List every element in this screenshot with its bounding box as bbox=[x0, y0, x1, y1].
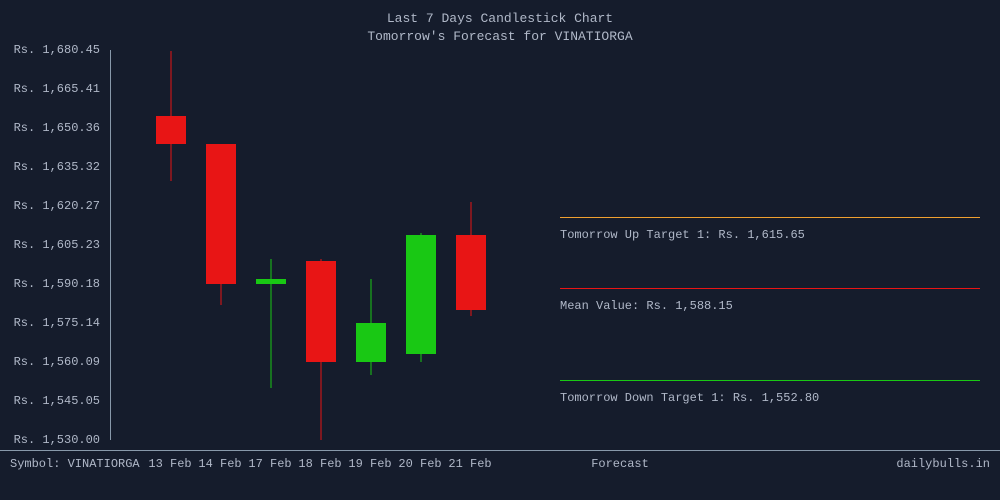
title-line-2: Tomorrow's Forecast for VINATIORGA bbox=[0, 28, 1000, 46]
y-tick-label: Rs. 1,590.18 bbox=[14, 277, 100, 291]
x-tick-label: 18 Feb bbox=[298, 457, 341, 471]
watermark: dailybulls.in bbox=[896, 457, 990, 471]
y-tick-label: Rs. 1,665.41 bbox=[14, 82, 100, 96]
y-tick-label: Rs. 1,545.05 bbox=[14, 394, 100, 408]
candle-body bbox=[456, 235, 486, 310]
candle bbox=[156, 50, 186, 440]
x-tick-label: 14 Feb bbox=[198, 457, 241, 471]
y-tick-label: Rs. 1,575.14 bbox=[14, 316, 100, 330]
title-line-1: Last 7 Days Candlestick Chart bbox=[0, 10, 1000, 28]
forecast-mean: Mean Value: Rs. 1,588.15 bbox=[560, 288, 980, 313]
x-tick-label: 17 Feb bbox=[248, 457, 291, 471]
forecast-down: Tomorrow Down Target 1: Rs. 1,552.80 bbox=[560, 380, 980, 405]
y-tick-label: Rs. 1,605.23 bbox=[14, 238, 100, 252]
candlestick-chart bbox=[110, 50, 550, 440]
y-tick-label: Rs. 1,530.00 bbox=[14, 433, 100, 447]
candle-body bbox=[156, 116, 186, 145]
candle bbox=[206, 50, 236, 440]
candle-wick bbox=[271, 259, 272, 389]
y-tick-label: Rs. 1,635.32 bbox=[14, 160, 100, 174]
candle-body bbox=[256, 279, 286, 284]
candle-body bbox=[356, 323, 386, 362]
x-tick-label: 20 Feb bbox=[398, 457, 441, 471]
candle-body bbox=[406, 235, 436, 354]
candle bbox=[406, 50, 436, 440]
candle-body bbox=[206, 144, 236, 284]
candle bbox=[456, 50, 486, 440]
y-tick-label: Rs. 1,620.27 bbox=[14, 199, 100, 213]
y-tick-label: Rs. 1,650.36 bbox=[14, 121, 100, 135]
x-tick-label-forecast: Forecast bbox=[591, 457, 649, 471]
forecast-rule bbox=[560, 217, 980, 218]
x-tick-label: 13 Feb bbox=[148, 457, 191, 471]
forecast-text: Tomorrow Up Target 1: Rs. 1,615.65 bbox=[560, 228, 980, 242]
forecast-rule bbox=[560, 380, 980, 381]
candle bbox=[256, 50, 286, 440]
candle bbox=[356, 50, 386, 440]
x-axis: Symbol: VINATIORGA 13 Feb 14 Feb 17 Feb 18 … bbox=[0, 450, 1000, 500]
x-tick-label: 19 Feb bbox=[348, 457, 391, 471]
y-tick-label: Rs. 1,560.09 bbox=[14, 355, 100, 369]
candle-body bbox=[306, 261, 336, 362]
symbol-label: Symbol: VINATIORGA bbox=[10, 457, 140, 471]
forecast-text: Tomorrow Down Target 1: Rs. 1,552.80 bbox=[560, 391, 980, 405]
forecast-panel: Tomorrow Up Target 1: Rs. 1,615.65 Mean V… bbox=[560, 50, 980, 440]
candle bbox=[306, 50, 336, 440]
forecast-rule bbox=[560, 288, 980, 289]
chart-title: Last 7 Days Candlestick Chart Tomorrow's… bbox=[0, 0, 1000, 51]
y-tick-label: Rs. 1,680.45 bbox=[14, 43, 100, 57]
x-tick-label: 21 Feb bbox=[448, 457, 491, 471]
forecast-text: Mean Value: Rs. 1,588.15 bbox=[560, 299, 980, 313]
forecast-up: Tomorrow Up Target 1: Rs. 1,615.65 bbox=[560, 217, 980, 242]
y-axis-labels: Rs. 1,680.45Rs. 1,665.41Rs. 1,650.36Rs. … bbox=[0, 50, 105, 440]
